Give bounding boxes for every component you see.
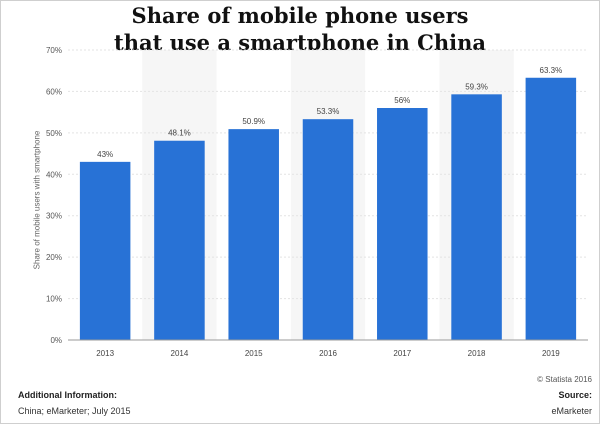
x-tick-label: 2015: [245, 349, 263, 358]
data-label: 50.9%: [242, 117, 265, 126]
y-axis-label: Share of mobile users with smartphone: [32, 130, 42, 270]
x-tick-label: 2017: [393, 349, 411, 358]
bar: [302, 119, 354, 340]
x-tick-label: 2016: [319, 349, 337, 358]
y-tick-label: 50%: [46, 129, 62, 138]
y-tick-label: 60%: [46, 87, 62, 96]
y-tick-label: 30%: [46, 212, 62, 221]
statista-credit[interactable]: © Statista 2016: [537, 375, 592, 384]
x-tick-label: 2018: [468, 349, 486, 358]
bar: [79, 161, 131, 340]
data-label: 53.3%: [317, 107, 340, 116]
x-tick-label: 2019: [542, 349, 560, 358]
bar: [525, 77, 577, 340]
y-tick-label: 20%: [46, 253, 62, 262]
additional-info-text: China; eMarketer; July 2015: [18, 406, 131, 416]
data-label: 56%: [394, 96, 410, 105]
bar: [154, 140, 205, 340]
y-tick-label: 0%: [50, 336, 62, 345]
x-tick-label: 2014: [171, 349, 189, 358]
y-tick-label: 40%: [46, 170, 62, 179]
chart-title-line-1: Share of mobile phone users: [131, 3, 469, 28]
data-label: 59.3%: [465, 82, 488, 91]
bar: [451, 94, 502, 340]
data-label: 43%: [97, 150, 113, 159]
additional-info-heading: Additional Information:: [18, 390, 117, 400]
bar: [377, 108, 428, 340]
source-heading: Source:: [558, 390, 592, 400]
y-tick-label: 70%: [46, 46, 62, 55]
data-label: 63.3%: [540, 66, 563, 75]
data-label: 48.1%: [168, 129, 191, 138]
bar: [228, 129, 279, 340]
source-text: eMarketer: [551, 406, 592, 416]
x-tick-label: 2013: [96, 349, 114, 358]
y-tick-label: 10%: [46, 295, 62, 304]
